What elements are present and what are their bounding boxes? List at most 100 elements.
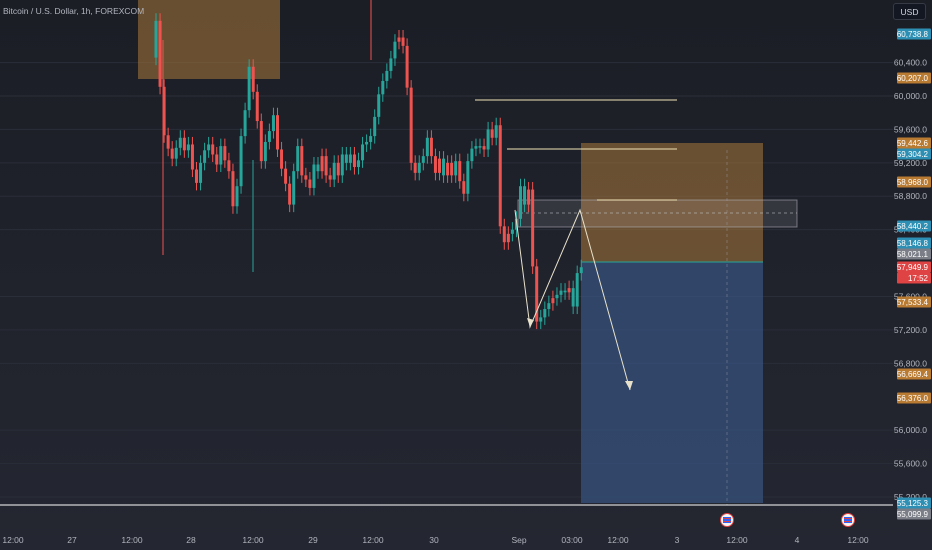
candle-body — [344, 154, 348, 163]
candle-body — [438, 158, 441, 173]
candle-body — [211, 144, 215, 155]
price-label: 58,800.0 — [894, 191, 927, 201]
price-tag — [897, 248, 931, 260]
candle-body — [296, 146, 300, 172]
candle-body — [340, 154, 344, 176]
candle-body — [539, 317, 543, 322]
time-label: 12:00 — [242, 535, 264, 545]
price-tag — [897, 497, 931, 509]
candle-body — [336, 162, 340, 176]
price-tag — [897, 508, 931, 520]
price-tag-label: 60,738.8 — [897, 30, 929, 39]
candle-body — [433, 156, 437, 173]
candle-body — [251, 66, 255, 92]
candle-body — [284, 168, 288, 184]
time-label: 12:00 — [607, 535, 629, 545]
time-label: 12:00 — [2, 535, 24, 545]
candle-body — [328, 175, 332, 180]
supply-zone-right[interactable] — [581, 143, 763, 262]
time-axis[interactable]: 12:00 27 12:00 28 12:00 29 12:00 30 Sep 03:00 12:0… — [2, 535, 869, 545]
supply-zone-left[interactable] — [138, 0, 280, 79]
candle-body — [312, 164, 316, 188]
projection-path[interactable] — [514, 208, 631, 391]
candle-body — [271, 115, 275, 132]
price-tag-label: 60,207.0 — [897, 74, 929, 83]
event-icons[interactable] — [720, 513, 855, 527]
flag-icon[interactable] — [720, 513, 734, 527]
candle-body — [385, 70, 389, 81]
price-tag — [897, 368, 931, 380]
candle-body — [519, 186, 522, 219]
time-label: 3 — [675, 535, 680, 545]
time-label: 27 — [67, 535, 77, 545]
candle-body — [563, 290, 567, 293]
candle-body — [352, 154, 356, 168]
price-label: 56,800.0 — [894, 358, 927, 368]
currency-button[interactable]: USD — [893, 3, 926, 20]
price-label: 60,400.0 — [894, 58, 927, 68]
candle-body — [523, 186, 527, 205]
price-tag-label: 56,376.0 — [897, 394, 929, 403]
flag-icon[interactable] — [841, 513, 855, 527]
candle-body — [389, 58, 393, 71]
drawing-lines[interactable] — [0, 99, 893, 506]
price-tag — [897, 392, 931, 404]
candle-body — [231, 171, 235, 207]
price-tag-label: 58,440.2 — [897, 222, 929, 231]
projection-arrowhead — [625, 381, 633, 390]
candle-body — [429, 137, 433, 157]
candle-body — [178, 137, 182, 148]
candle-body — [401, 37, 405, 46]
candle-body — [571, 288, 575, 307]
candle-body — [470, 148, 474, 162]
price-tag — [897, 148, 931, 160]
candle-body — [490, 129, 494, 138]
candle-body — [369, 136, 373, 142]
price-label: 59,200.0 — [894, 158, 927, 168]
candle-body — [442, 158, 446, 176]
candle-body — [239, 136, 243, 187]
price-tag-label: 17:52 — [908, 274, 929, 283]
candle-body — [551, 298, 555, 304]
candle-body — [474, 146, 478, 149]
candle-body — [276, 115, 279, 150]
candle-body — [199, 162, 203, 183]
candle-body — [267, 131, 271, 142]
candle-body — [575, 273, 579, 307]
candle-body — [332, 162, 336, 180]
candle-body — [510, 229, 514, 234]
price-label: 60,000.0 — [894, 91, 927, 101]
price-tag-label: 58,021.1 — [897, 250, 929, 259]
price-label: 59,600.0 — [894, 124, 927, 134]
price-tag-label: 59,304.2 — [897, 150, 929, 159]
candle-body — [308, 179, 312, 188]
price-tag — [897, 237, 931, 249]
target-zone[interactable] — [581, 262, 763, 503]
candle-body — [478, 146, 482, 148]
candle-body — [235, 186, 239, 207]
time-label: 29 — [308, 535, 318, 545]
time-label: 03:00 — [561, 535, 583, 545]
small-arrowhead — [527, 318, 534, 327]
candle-body — [381, 80, 385, 95]
candle-body — [579, 267, 583, 274]
candle-body — [567, 288, 571, 293]
candle-body — [527, 189, 531, 205]
candle-body — [498, 125, 502, 227]
price-tag — [897, 72, 931, 84]
candle-body — [450, 162, 454, 176]
candle-body — [531, 189, 535, 267]
price-tag — [897, 176, 931, 188]
candle-body — [425, 137, 429, 157]
candle-body — [421, 156, 425, 163]
price-axis[interactable]: 60,400.0 60,000.0 59,600.0 59,200.0 58,800.0… — [894, 28, 931, 520]
price-label: 57,200.0 — [894, 325, 927, 335]
candle-body — [215, 154, 219, 165]
drawing-zones[interactable] — [138, 0, 798, 505]
candle-body — [365, 141, 369, 145]
time-label: 12:00 — [847, 535, 869, 545]
candle-body — [502, 226, 506, 243]
price-tag — [897, 28, 931, 40]
